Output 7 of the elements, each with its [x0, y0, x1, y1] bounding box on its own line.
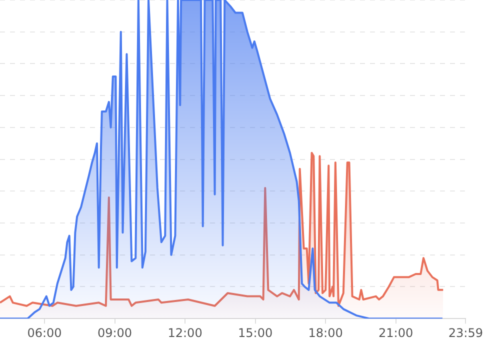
x-tick-label: 18:00 — [308, 326, 343, 340]
x-tick-label: 06:00 — [27, 326, 62, 340]
x-tick-label: 15:00 — [238, 326, 273, 340]
x-tick-label: 12:00 — [168, 326, 202, 340]
x-tick-label: 23:59 — [448, 326, 484, 340]
x-tick-label: 09:00 — [97, 326, 132, 340]
x-tick-label: 21:00 — [378, 326, 414, 340]
